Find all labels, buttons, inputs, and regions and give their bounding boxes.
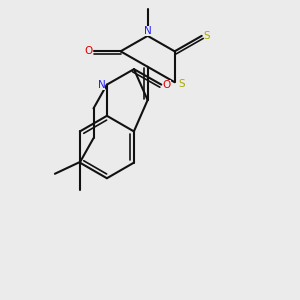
Text: S: S <box>178 79 184 89</box>
Text: N: N <box>98 80 105 90</box>
Text: O: O <box>84 46 92 56</box>
Text: N: N <box>144 26 152 35</box>
Text: S: S <box>204 31 210 41</box>
Text: O: O <box>163 80 171 90</box>
